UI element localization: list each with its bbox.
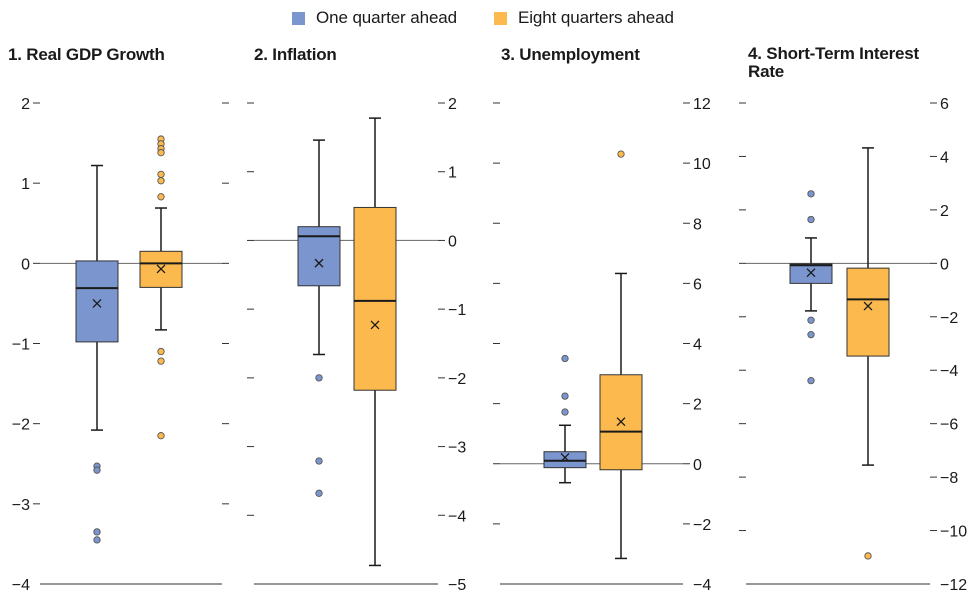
tick-label: 1 [21, 176, 30, 193]
outlier-point [561, 392, 569, 400]
outlier-point [157, 347, 165, 356]
box-eight-quarters [353, 117, 397, 567]
tick-label: −1 [12, 337, 30, 354]
outlier-point [315, 457, 323, 465]
tick-label: −1 [448, 302, 466, 319]
legend-label-eight-quarters: Eight quarters ahead [518, 8, 674, 27]
outlier-point [157, 432, 165, 440]
outlier-point [157, 193, 165, 201]
mean-marker [92, 298, 102, 308]
box-iqr [543, 451, 587, 469]
panel-title-interest-rate: 4. Short-Term Interest Rate [748, 44, 919, 81]
legend: One quarter ahead Eight quarters ahead [0, 8, 972, 32]
tick-label: −2 [12, 417, 30, 434]
tick-label: −4 [12, 577, 30, 594]
box-eight-quarters [846, 147, 890, 560]
tick-label: 6 [940, 96, 949, 113]
panel-title-inflation: 2. Inflation [254, 45, 337, 64]
outlier-point [807, 376, 815, 385]
mean-marker [863, 301, 873, 311]
mean-marker [806, 268, 816, 278]
tick-label: 2 [448, 96, 457, 113]
outlier-point [561, 354, 569, 363]
box-eight-quarters [599, 150, 643, 560]
panel-4: 6 4 2 0 −2 −4 −6 −8 −10 −12 [739, 96, 967, 594]
outlier-point [93, 536, 101, 544]
panel-2: 2 1 0 −1 −2 −3 −4 −5 [247, 96, 466, 594]
tick-label: −3 [448, 440, 466, 457]
legend-item-one-quarter: One quarter ahead [292, 8, 457, 28]
tick-label: −2 [693, 517, 711, 534]
tick-label: 4 [940, 149, 949, 166]
box-iqr [353, 206, 397, 391]
mean-marker [560, 452, 570, 462]
outlier-point [93, 466, 101, 474]
outlier-point [807, 215, 815, 224]
tick-label: 2 [940, 203, 949, 220]
box-one-quarter [543, 354, 587, 484]
panel-3: 12 10 8 6 4 2 0 −2 −4 [493, 96, 711, 594]
tick-label: −2 [940, 310, 958, 327]
outlier-point [807, 331, 815, 339]
outlier-point [93, 528, 101, 536]
tick-label: −8 [940, 470, 958, 487]
tick-label: 0 [940, 256, 949, 273]
outlier-point [807, 316, 815, 324]
tick-label: −2 [448, 371, 466, 388]
tick-label: −4 [940, 363, 958, 380]
tick-label: 4 [693, 337, 702, 354]
tick-label: 1 [448, 165, 457, 182]
box-one-quarter [297, 139, 341, 497]
panel-1: 2 1 0 −1 −2 −3 −4 [12, 96, 229, 594]
legend-item-eight-quarters: Eight quarters ahead [494, 8, 674, 28]
box-iqr [846, 267, 890, 357]
outlier-point [157, 170, 165, 178]
tick-label: −5 [448, 577, 466, 594]
tick-label: −3 [12, 497, 30, 514]
tick-label: 2 [693, 397, 702, 414]
box-iqr [75, 260, 119, 343]
legend-swatch-eight-quarters [494, 11, 507, 25]
legend-swatch-one-quarter [292, 11, 305, 25]
panel-title-gdp: 1. Real GDP Growth [8, 45, 165, 64]
outlier-point [807, 190, 815, 198]
tick-label: −6 [940, 417, 958, 434]
mean-marker [314, 258, 324, 268]
box-iqr [789, 263, 833, 284]
tick-label: 12 [693, 96, 711, 113]
tick-label: 0 [693, 457, 702, 474]
outlier-point [157, 177, 165, 185]
tick-label: 0 [21, 256, 30, 273]
mean-marker [156, 264, 166, 274]
tick-label: −10 [940, 524, 967, 541]
box-eight-quarters [139, 135, 183, 440]
panel-title-unemployment: 3. Unemployment [501, 45, 640, 64]
outlier-point [617, 150, 625, 158]
outlier-point [315, 374, 323, 382]
tick-label: 10 [693, 156, 711, 173]
outlier-point [157, 357, 165, 365]
legend-label-one-quarter: One quarter ahead [316, 8, 458, 27]
outlier-point [864, 552, 872, 560]
mean-marker [616, 417, 626, 427]
tick-label: 8 [693, 216, 702, 233]
box-one-quarter [789, 190, 833, 385]
mean-marker [370, 320, 380, 330]
tick-label: 2 [21, 96, 30, 113]
tick-label: 0 [448, 233, 457, 250]
tick-label: −12 [940, 577, 967, 594]
outlier-point [157, 149, 165, 157]
tick-label: −4 [693, 577, 711, 594]
tick-label: −4 [448, 508, 466, 525]
box-one-quarter [75, 164, 119, 544]
outlier-point [561, 408, 569, 416]
outlier-point [315, 489, 323, 497]
tick-label: 6 [693, 276, 702, 293]
